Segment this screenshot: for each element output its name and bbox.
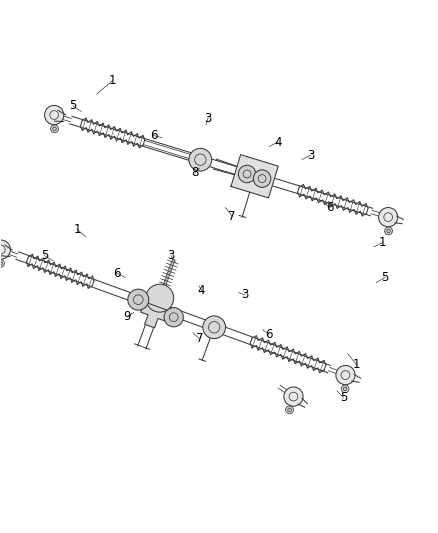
Text: 7: 7 <box>196 332 203 345</box>
Circle shape <box>253 170 271 187</box>
Circle shape <box>189 148 212 171</box>
Text: 3: 3 <box>167 249 175 262</box>
Text: 9: 9 <box>124 310 131 323</box>
Text: 8: 8 <box>191 166 199 179</box>
Circle shape <box>0 240 11 259</box>
Circle shape <box>385 227 392 235</box>
Text: 4: 4 <box>274 135 282 149</box>
Text: 1: 1 <box>73 223 81 236</box>
Text: 5: 5 <box>69 99 76 112</box>
Text: 7: 7 <box>228 210 236 223</box>
Circle shape <box>238 165 256 183</box>
Text: 5: 5 <box>340 391 347 404</box>
Text: 6: 6 <box>265 328 273 341</box>
Circle shape <box>378 207 398 227</box>
Circle shape <box>128 289 149 310</box>
Text: 1: 1 <box>353 358 360 372</box>
Circle shape <box>164 308 184 327</box>
Circle shape <box>146 284 174 312</box>
Circle shape <box>341 385 349 393</box>
Text: 3: 3 <box>205 111 212 125</box>
Text: 6: 6 <box>113 266 120 279</box>
Circle shape <box>0 260 4 268</box>
Text: 3: 3 <box>241 288 249 301</box>
Circle shape <box>336 366 355 385</box>
Circle shape <box>45 106 64 125</box>
Text: 6: 6 <box>150 129 157 142</box>
Circle shape <box>50 125 58 133</box>
Circle shape <box>284 387 303 406</box>
Text: 1: 1 <box>108 75 116 87</box>
Text: 4: 4 <box>198 284 205 297</box>
Polygon shape <box>231 155 278 198</box>
Text: 5: 5 <box>381 271 389 284</box>
Circle shape <box>203 316 226 338</box>
Text: 6: 6 <box>327 201 334 214</box>
Polygon shape <box>141 302 169 328</box>
Text: 1: 1 <box>379 236 386 249</box>
Text: 3: 3 <box>307 149 314 161</box>
Text: 5: 5 <box>41 249 48 262</box>
Circle shape <box>286 406 293 414</box>
